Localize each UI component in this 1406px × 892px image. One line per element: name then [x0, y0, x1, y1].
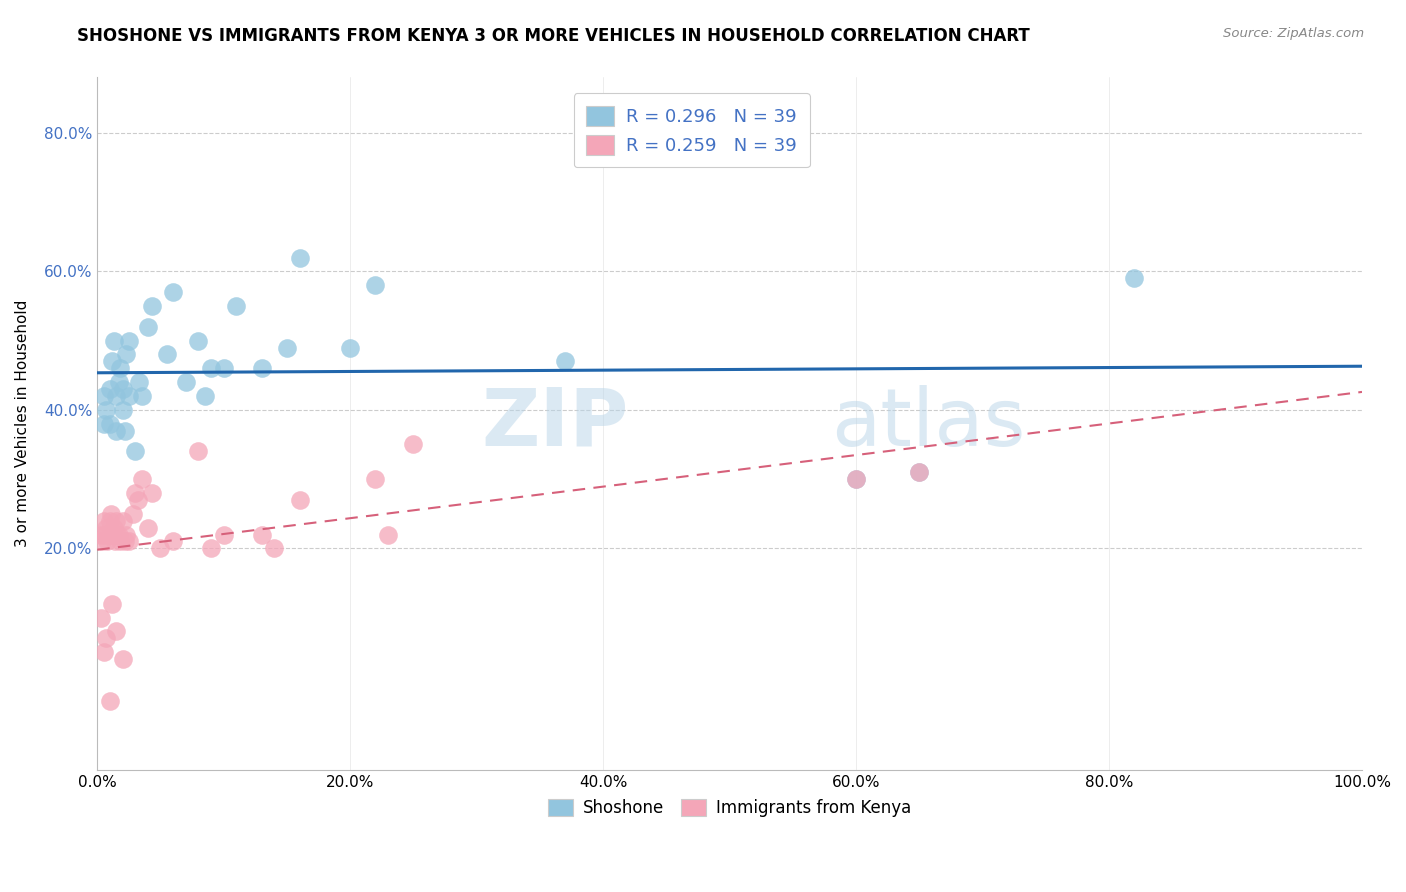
Point	[364, 278, 387, 293]
Point	[364, 472, 387, 486]
Point	[377, 527, 399, 541]
Point	[91, 534, 114, 549]
Point	[90, 610, 112, 624]
Point	[94, 632, 117, 646]
Point	[104, 534, 127, 549]
Point	[131, 389, 153, 403]
Point	[402, 437, 425, 451]
Point	[194, 389, 217, 403]
Point	[107, 527, 129, 541]
Point	[118, 389, 141, 403]
Point	[98, 514, 121, 528]
Point	[276, 341, 298, 355]
Point	[101, 354, 124, 368]
Point	[93, 645, 115, 659]
Point	[908, 465, 931, 479]
Point	[105, 514, 128, 528]
Point	[136, 520, 159, 534]
Point	[114, 534, 136, 549]
Point	[108, 534, 131, 549]
Point	[90, 527, 112, 541]
Point	[200, 541, 222, 556]
Point	[212, 361, 235, 376]
Point	[96, 534, 118, 549]
Point	[263, 541, 285, 556]
Point	[105, 624, 128, 639]
Point	[111, 514, 134, 528]
Point	[98, 382, 121, 396]
Point	[128, 375, 150, 389]
Point	[107, 375, 129, 389]
Point	[162, 534, 184, 549]
Point	[250, 527, 273, 541]
Point	[118, 534, 141, 549]
Point	[141, 299, 163, 313]
Point	[101, 527, 124, 541]
Point	[111, 652, 134, 666]
Point	[94, 527, 117, 541]
Point	[111, 402, 134, 417]
Point	[212, 527, 235, 541]
Y-axis label: 3 or more Vehicles in Household: 3 or more Vehicles in Household	[15, 300, 30, 548]
Point	[288, 492, 311, 507]
Point	[101, 597, 124, 611]
Text: SHOSHONE VS IMMIGRANTS FROM KENYA 3 OR MORE VEHICLES IN HOUSEHOLD CORRELATION CH: SHOSHONE VS IMMIGRANTS FROM KENYA 3 OR M…	[77, 27, 1031, 45]
Point	[93, 389, 115, 403]
Point	[554, 354, 576, 368]
Point	[187, 444, 209, 458]
Point	[111, 382, 134, 396]
Text: Source: ZipAtlas.com: Source: ZipAtlas.com	[1223, 27, 1364, 40]
Point	[115, 347, 138, 361]
Point	[114, 424, 136, 438]
Point	[98, 417, 121, 431]
Point	[103, 520, 125, 534]
Point	[162, 285, 184, 300]
Point	[124, 444, 146, 458]
Point	[94, 520, 117, 534]
Point	[127, 492, 149, 507]
Point	[108, 361, 131, 376]
Point	[115, 527, 138, 541]
Point	[225, 299, 247, 313]
Point	[98, 694, 121, 708]
Point	[187, 334, 209, 348]
Point	[131, 472, 153, 486]
Point	[174, 375, 197, 389]
Point	[250, 361, 273, 376]
Point	[93, 417, 115, 431]
Text: atlas: atlas	[831, 384, 1025, 463]
Point	[845, 472, 868, 486]
Point	[98, 527, 121, 541]
Point	[94, 402, 117, 417]
Point	[105, 389, 128, 403]
Point	[908, 465, 931, 479]
Point	[121, 507, 143, 521]
Point	[136, 319, 159, 334]
Point	[845, 472, 868, 486]
Point	[103, 334, 125, 348]
Point	[105, 424, 128, 438]
Point	[107, 527, 129, 541]
Point	[93, 514, 115, 528]
Point	[288, 251, 311, 265]
Point	[1123, 271, 1146, 285]
Point	[141, 486, 163, 500]
Point	[118, 334, 141, 348]
Point	[339, 341, 361, 355]
Point	[200, 361, 222, 376]
Point	[100, 507, 122, 521]
Point	[124, 486, 146, 500]
Text: ZIP: ZIP	[481, 384, 628, 463]
Point	[149, 541, 172, 556]
Point	[156, 347, 179, 361]
Legend: Shoshone, Immigrants from Kenya: Shoshone, Immigrants from Kenya	[541, 792, 918, 824]
